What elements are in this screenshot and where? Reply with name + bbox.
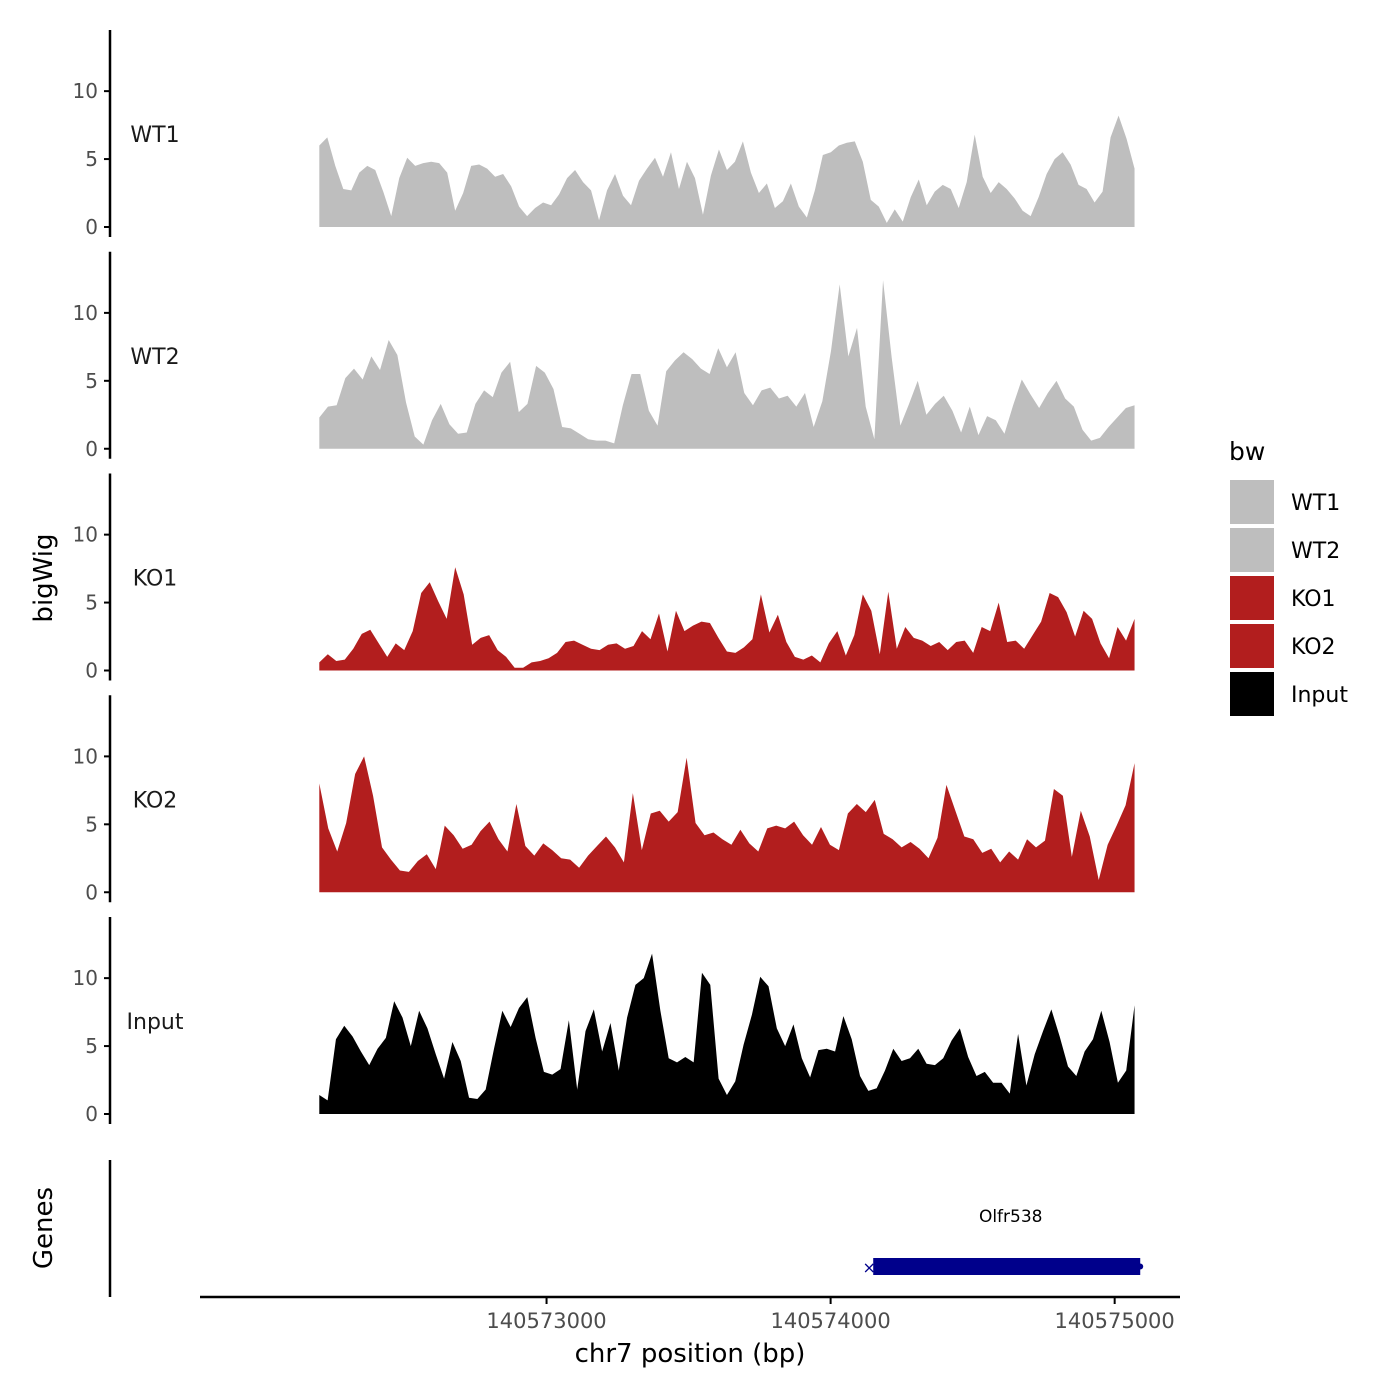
y-tick-label: 0 — [85, 880, 98, 904]
area-ko2 — [319, 756, 1135, 893]
area-ko1 — [319, 567, 1135, 671]
gene-panel: × Olfr538 — [108, 1160, 1144, 1297]
track-wt2: 0 5 10 WT2 — [73, 251, 1135, 461]
track-ko1: 0 5 10 KO1 — [73, 473, 1135, 683]
x-tick-label: 140574000 — [770, 1309, 890, 1333]
legend-swatch-ko2 — [1230, 624, 1274, 668]
legend: bw WT1 WT2 KO1 KO2 Input — [1229, 437, 1348, 716]
track-wt1: 0 5 10 WT1 — [73, 30, 1135, 239]
legend-label-wt2: WT2 — [1291, 539, 1340, 564]
track-ko2: 0 5 10 KO2 — [73, 695, 1135, 904]
y-tick-label: 5 — [85, 369, 98, 393]
legend-label-input: Input — [1291, 683, 1348, 708]
gene-end-marker — [1137, 1263, 1144, 1270]
y-tick-label: 5 — [85, 1034, 98, 1058]
y-axis-title: bigWig — [29, 533, 59, 622]
y-tick-label: 5 — [85, 147, 98, 171]
legend-label-ko2: KO2 — [1291, 635, 1336, 660]
x-axis: 140573000 140574000 140575000 — [200, 1295, 1180, 1333]
area-input — [319, 953, 1135, 1114]
legend-label-ko1: KO1 — [1291, 587, 1336, 612]
track-label-wt2: WT2 — [130, 345, 179, 370]
x-tick-label: 140575000 — [1055, 1309, 1175, 1333]
legend-title: bw — [1229, 437, 1265, 466]
legend-swatch-input — [1230, 672, 1274, 716]
y-tick-label: 0 — [85, 215, 98, 239]
y-tick-label: 5 — [85, 591, 98, 615]
track-label-ko2: KO2 — [133, 788, 178, 813]
area-wt1 — [319, 115, 1135, 227]
coverage-tracks: 0 5 10 WT1 0 5 10 WT2 0 5 10 KO1 0 5 10 KO2 0 5 10 Input — [73, 30, 1135, 1126]
legend-swatch-wt2 — [1230, 528, 1274, 572]
legend-label-wt1: WT1 — [1291, 491, 1340, 516]
gene-label: Olfr538 — [979, 1207, 1043, 1227]
track-label-input: Input — [127, 1010, 184, 1035]
y-tick-label: 0 — [85, 1102, 98, 1126]
genes-axis-title: Genes — [29, 1187, 59, 1269]
y-tick-label: 10 — [73, 79, 98, 103]
gene-start-marker: × — [863, 1258, 876, 1277]
y-tick-label: 10 — [73, 966, 98, 990]
x-axis-title: chr7 position (bp) — [575, 1339, 806, 1369]
x-tick-label: 140573000 — [486, 1309, 606, 1333]
y-tick-label: 10 — [73, 301, 98, 325]
y-tick-label: 10 — [73, 523, 98, 547]
legend-swatch-wt1 — [1230, 480, 1274, 524]
y-tick-label: 5 — [85, 812, 98, 836]
track-label-ko1: KO1 — [133, 567, 178, 592]
y-tick-label: 0 — [85, 659, 98, 683]
track-input: 0 5 10 Input — [73, 917, 1135, 1126]
gene-body-olfr538 — [873, 1258, 1141, 1275]
track-label-wt1: WT1 — [130, 123, 179, 148]
legend-swatch-ko1 — [1230, 576, 1274, 620]
y-tick-label: 10 — [73, 744, 98, 768]
area-wt2 — [319, 280, 1135, 449]
y-tick-label: 0 — [85, 437, 98, 461]
